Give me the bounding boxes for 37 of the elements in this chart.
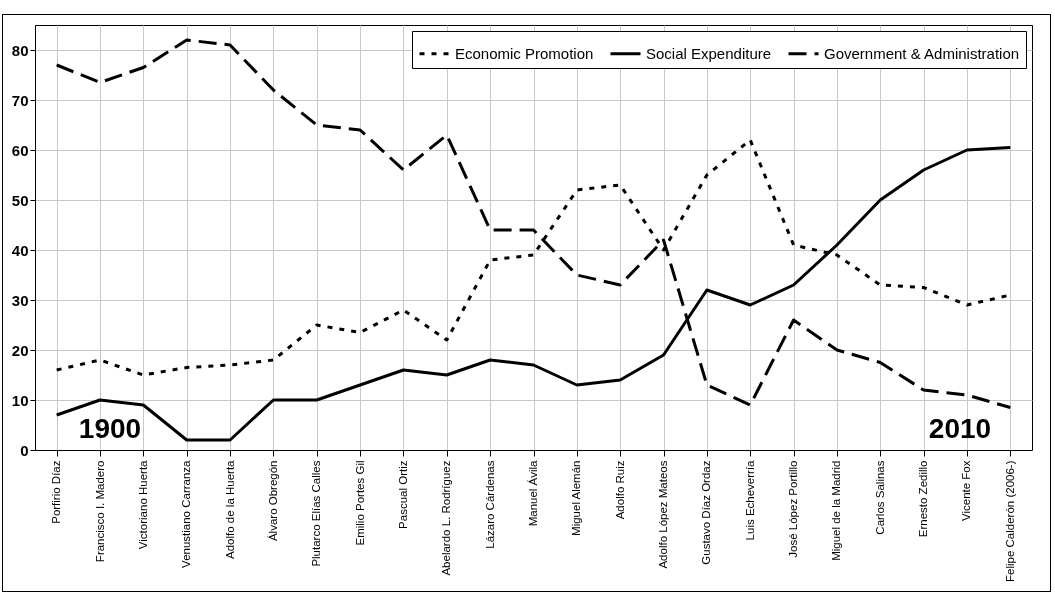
x-tick-label: Gustavo Díaz Ordaz (700, 460, 713, 565)
x-tick-label: Pascual Ortiz (396, 460, 409, 529)
annotation: 1900 (78, 413, 142, 444)
x-tick-label: Porfirio Díaz (50, 460, 63, 524)
x-tick-label: Vicente Fox (960, 460, 973, 522)
x-tick-label: Lázaro Cárdenas (483, 460, 496, 549)
x-tick-label: Emilio Portes Gil (353, 460, 366, 546)
x-tick-label: José López Portillo (787, 460, 800, 558)
y-tick-label: 70 (11, 91, 29, 109)
y-tick-label: 40 (11, 241, 29, 259)
y-tick-label: 60 (11, 141, 29, 159)
x-tick-label: Miguel Alemán (570, 460, 583, 536)
x-tick-label: Adolfo López Mateos (657, 460, 670, 569)
annotation: 2010 (928, 413, 992, 444)
x-tick-label: Álvaro Obregón (266, 460, 279, 542)
x-tick-label: Luis Echeverría (743, 459, 756, 541)
x-tick-label: Abelardo L. Rodríguez (440, 460, 453, 576)
y-tick-label: 30 (11, 291, 29, 309)
x-tick-label: Venustiano Carranza (180, 459, 193, 568)
x-tick-label: Miguel de la Madrid (830, 460, 843, 561)
x-tick-label: Francisco I. Madero (93, 460, 106, 563)
y-tick-label: 80 (11, 41, 29, 59)
y-tick-label: 20 (11, 341, 29, 359)
y-tick-label: 0 (20, 441, 29, 459)
y-tick-label: 50 (11, 191, 29, 209)
x-tick-label: Manuel Ávila (527, 459, 539, 527)
x-tick-label: Carlos Salinas (873, 460, 886, 535)
x-tick-label: Adolfo de la Huerta (223, 459, 236, 559)
legend-label: Economic Promotion (455, 44, 594, 62)
x-tick-label: Plutarco Elías Calles (310, 460, 323, 567)
x-tick-label: Victoriano Huerta (136, 459, 149, 550)
y-tick-label: 10 (11, 391, 29, 409)
x-tick-label: Ernesto Zedillo (917, 460, 930, 538)
legend-label: Social Expenditure (646, 44, 772, 62)
x-tick-label: Felipe Calderón (2006-) (1003, 460, 1016, 582)
legend-label: Government & Administration (824, 44, 1020, 62)
x-tick-label: Adolfo Ruiz (613, 460, 626, 520)
